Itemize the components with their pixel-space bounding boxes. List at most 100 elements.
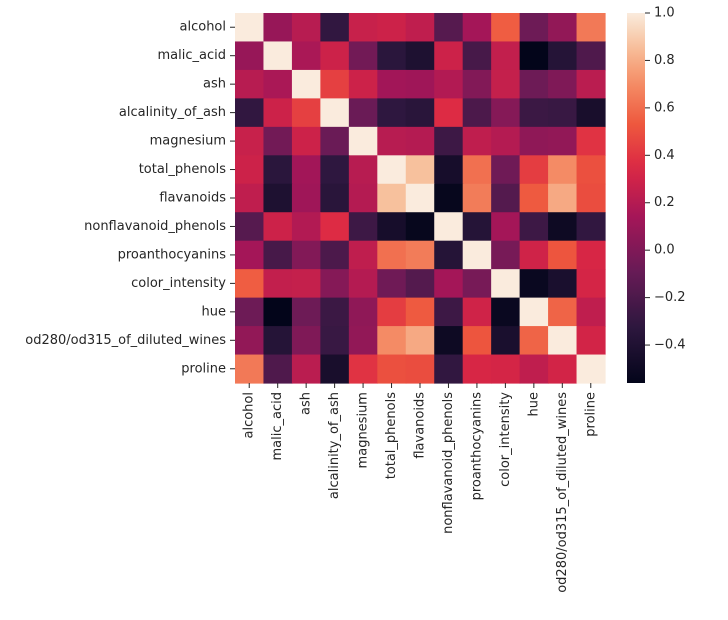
y-tick-label-magnesium: magnesium — [150, 134, 226, 149]
heatmap-cell-color_intensity-alcohol — [235, 269, 265, 299]
heatmap-cell-proline-alcalinity_of_ash — [320, 354, 350, 384]
heatmap-cell-alcohol-alcalinity_of_ash — [320, 13, 350, 43]
heatmap-cell-magnesium-ash — [291, 126, 321, 156]
heatmap-cell-total_phenols-ash — [291, 155, 321, 185]
heatmap-cell-malic_acid-proline — [576, 41, 606, 71]
heatmap-cell-hue-alcalinity_of_ash — [320, 297, 350, 327]
heatmap-cell-malic_acid-total_phenols — [377, 41, 407, 71]
heatmap-cell-nonflavanoid_phenols-malic_acid — [263, 212, 293, 242]
x-tick-label-proline: proline — [583, 392, 598, 437]
y-tick-label-proanthocyanins: proanthocyanins — [118, 247, 227, 262]
heatmap-cell-proline-magnesium — [348, 354, 378, 384]
heatmap-cell-nonflavanoid_phenols-alcohol — [235, 212, 265, 242]
x-tick-label-od280/od315_of_diluted_wines: od280/od315_of_diluted_wines — [555, 392, 570, 593]
heatmap-cell-hue-ash — [291, 297, 321, 327]
colorbar: 1.0 0.8 0.6 0.4 0.2 0.0 −0.2 −0.4 — [627, 6, 686, 383]
heatmap-cell-ash-ash — [291, 69, 321, 99]
heatmap-cell-magnesium-total_phenols — [377, 126, 407, 156]
y-tick-label-hue: hue — [202, 304, 226, 319]
heatmap-cell-alcalinity_of_ash-alcalinity_of_ash — [320, 98, 350, 128]
heatmap-cell-total_phenols-flavanoids — [405, 155, 435, 185]
heatmap-cell-total_phenols-magnesium — [348, 155, 378, 185]
heatmap-cell-flavanoids-alcohol — [235, 183, 265, 213]
heatmap-cell-proline-nonflavanoid_phenols — [434, 354, 464, 384]
heatmap-cell-hue-magnesium — [348, 297, 378, 327]
heatmap-cell-ash-proanthocyanins — [462, 69, 492, 99]
heatmap-cell-hue-nonflavanoid_phenols — [434, 297, 464, 327]
heatmap-cell-magnesium-proline — [576, 126, 606, 156]
x-tick-label-hue: hue — [526, 392, 541, 416]
heatmap-cell-alcohol-proline — [576, 13, 606, 43]
heatmap-cell-flavanoids-magnesium — [348, 183, 378, 213]
heatmap-cell-magnesium-nonflavanoid_phenols — [434, 126, 464, 156]
colorbar-gradient — [627, 13, 645, 383]
heatmap-cell-hue-proline — [576, 297, 606, 327]
y-tick-label-nonflavanoid_phenols: nonflavanoid_phenols — [84, 219, 226, 234]
heatmap-cell-flavanoids-nonflavanoid_phenols — [434, 183, 464, 213]
heatmap-cell-alcalinity_of_ash-magnesium — [348, 98, 378, 128]
heatmap-cell-color_intensity-od280/od315_of_diluted_wines — [548, 269, 578, 299]
heatmap-cell-proline-total_phenols — [377, 354, 407, 384]
colorbar-tick-label: 0.2 — [654, 195, 675, 210]
colorbar-tick-label: −0.2 — [654, 290, 686, 305]
heatmap-cell-malic_acid-color_intensity — [491, 41, 521, 71]
heatmap-cell-total_phenols-hue — [519, 155, 549, 185]
heatmap-cell-flavanoids-proline — [576, 183, 606, 213]
y-tick-label-color_intensity: color_intensity — [131, 276, 226, 291]
heatmap-cell-alcohol-proanthocyanins — [462, 13, 492, 43]
heatmap-cell-color_intensity-malic_acid — [263, 269, 293, 299]
heatmap-cell-alcalinity_of_ash-malic_acid — [263, 98, 293, 128]
heatmap-cell-alcohol-magnesium — [348, 13, 378, 43]
heatmap-cell-total_phenols-proanthocyanins — [462, 155, 492, 185]
heatmap-cell-malic_acid-od280/od315_of_diluted_wines — [548, 41, 578, 71]
x-tick-label-total_phenols: total_phenols — [384, 392, 399, 480]
y-tick-label-flavanoids: flavanoids — [159, 191, 226, 206]
heatmap-cell-ash-od280/od315_of_diluted_wines — [548, 69, 578, 99]
x-tick-label-flavanoids: flavanoids — [413, 392, 428, 459]
heatmap-cell-color_intensity-alcalinity_of_ash — [320, 269, 350, 299]
heatmap-cell-malic_acid-magnesium — [348, 41, 378, 71]
heatmap-cell-flavanoids-color_intensity — [491, 183, 521, 213]
y-tick-label-alcohol: alcohol — [180, 20, 226, 35]
heatmap-cell-alcalinity_of_ash-proanthocyanins — [462, 98, 492, 128]
heatmap-cell-malic_acid-ash — [291, 41, 321, 71]
colorbar-tick-label: 0.8 — [654, 53, 675, 68]
x-tick-label-alcalinity_of_ash: alcalinity_of_ash — [327, 392, 342, 499]
heatmap-cell-proline-color_intensity — [491, 354, 521, 384]
heatmap-cell-hue-hue — [519, 297, 549, 327]
heatmap-cell-hue-malic_acid — [263, 297, 293, 327]
heatmap-cell-nonflavanoid_phenols-nonflavanoid_phenols — [434, 212, 464, 242]
x-tick-label-malic_acid: malic_acid — [270, 392, 285, 460]
heatmap-cell-proanthocyanins-od280/od315_of_diluted_wines — [548, 240, 578, 270]
heatmap-cell-proline-alcohol — [235, 354, 265, 384]
heatmap-cell-flavanoids-hue — [519, 183, 549, 213]
y-tick-label-proline: proline — [181, 361, 226, 376]
heatmap-cell-od280/od315_of_diluted_wines-proline — [576, 326, 606, 356]
heatmap-cell-alcalinity_of_ash-total_phenols — [377, 98, 407, 128]
colorbar-tick-label: 0.0 — [654, 243, 675, 258]
heatmap-cell-hue-alcohol — [235, 297, 265, 327]
heatmap-cell-proanthocyanins-flavanoids — [405, 240, 435, 270]
heatmap-cell-alcalinity_of_ash-proline — [576, 98, 606, 128]
heatmap-cell-total_phenols-nonflavanoid_phenols — [434, 155, 464, 185]
heatmap-cell-ash-flavanoids — [405, 69, 435, 99]
heatmap-cell-alcalinity_of_ash-od280/od315_of_diluted_wines — [548, 98, 578, 128]
heatmap-cell-od280/od315_of_diluted_wines-flavanoids — [405, 326, 435, 356]
heatmap-cell-alcohol-total_phenols — [377, 13, 407, 43]
heatmap-cell-proline-proline — [576, 354, 606, 384]
heatmap-cell-alcohol-od280/od315_of_diluted_wines — [548, 13, 578, 43]
heatmap-cell-alcohol-ash — [291, 13, 321, 43]
colorbar-tick-label: −0.4 — [654, 338, 686, 353]
heatmap-cell-hue-od280/od315_of_diluted_wines — [548, 297, 578, 327]
x-tick-labels: alcohol malic_acid ash alcalinity_of_ash mag… — [242, 383, 598, 593]
heatmap-cell-od280/od315_of_diluted_wines-total_phenols — [377, 326, 407, 356]
heatmap-cell-hue-color_intensity — [491, 297, 521, 327]
heatmap-cell-magnesium-od280/od315_of_diluted_wines — [548, 126, 578, 156]
colorbar-tick-label: 0.6 — [654, 100, 675, 115]
heatmap-cell-ash-total_phenols — [377, 69, 407, 99]
heatmap-cell-magnesium-alcalinity_of_ash — [320, 126, 350, 156]
x-tick-label-alcohol: alcohol — [242, 392, 257, 438]
heatmap-cell-alcohol-nonflavanoid_phenols — [434, 13, 464, 43]
heatmap-cell-color_intensity-hue — [519, 269, 549, 299]
